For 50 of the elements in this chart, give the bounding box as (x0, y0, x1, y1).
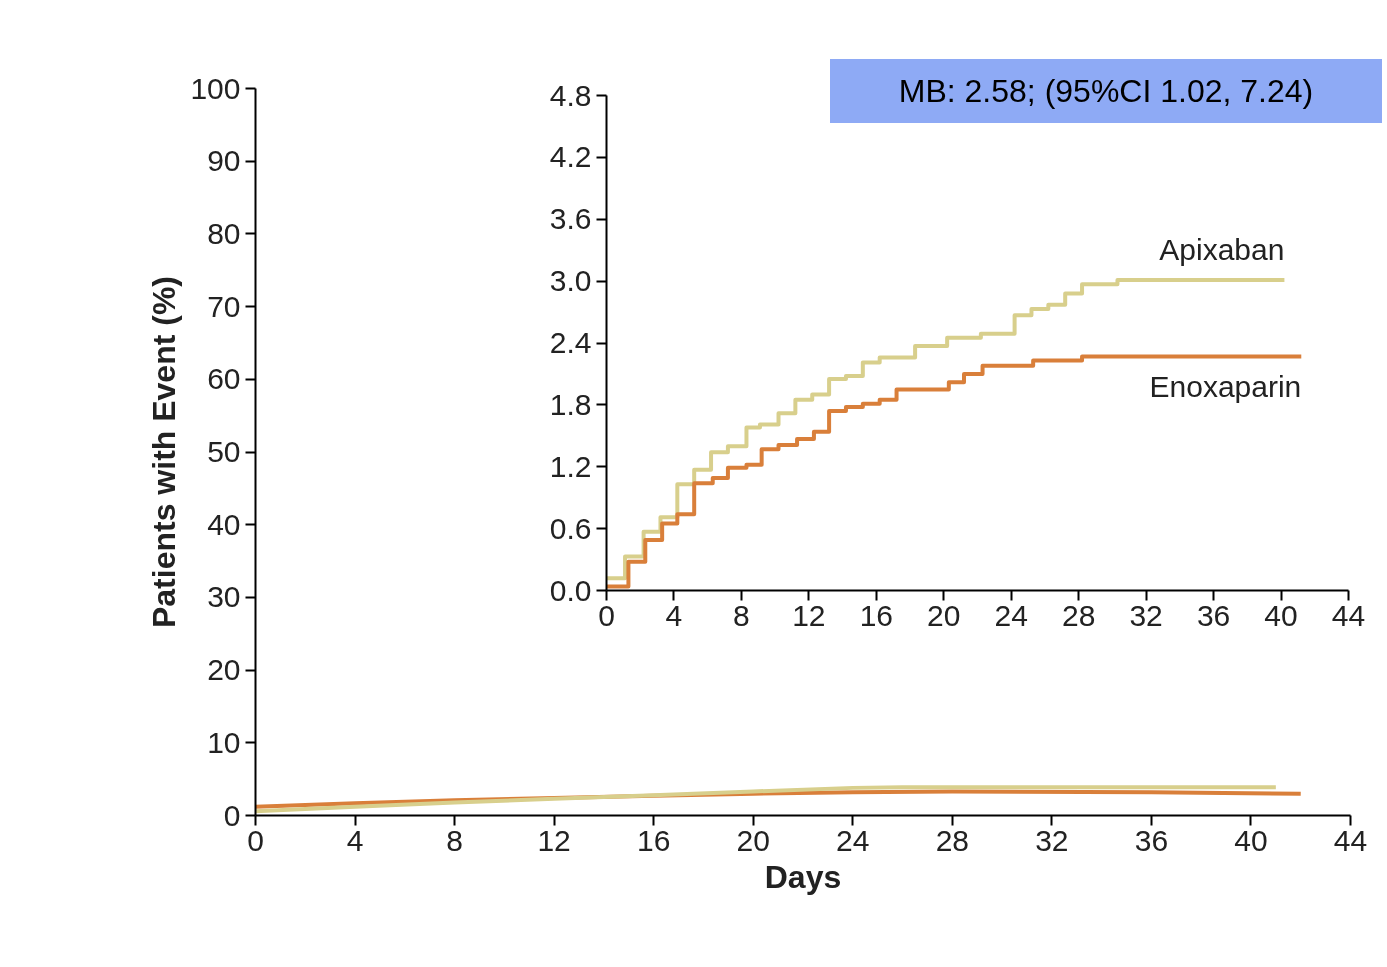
x-tick-label: 20 (736, 823, 770, 857)
y-tick-label: 10 (207, 725, 241, 759)
y-tick-label: 0 (223, 798, 241, 832)
y-tick-label: 30 (207, 580, 241, 614)
x-tick-label: 28 (1062, 598, 1096, 632)
series-label: Apixaban (1159, 233, 1285, 267)
y-tick-label: 3.6 (549, 202, 592, 236)
y-tick-label: 4.2 (549, 140, 592, 174)
x-tick-label: 0 (598, 598, 615, 632)
y-tick-label: 0.0 (549, 573, 592, 607)
x-tick-label: 28 (935, 823, 970, 857)
x-tick-label: 20 (927, 598, 961, 632)
x-tick-label: 24 (836, 823, 870, 857)
x-tick-label: 36 (1134, 823, 1169, 857)
x-tick-label: 36 (1196, 598, 1231, 632)
x-tick-label: 0 (247, 823, 264, 857)
x-tick-label: 44 (1333, 823, 1368, 857)
x-tick-label: 40 (1234, 823, 1268, 857)
x-tick-label: 44 (1331, 598, 1366, 632)
y-tick-label: 40 (207, 507, 241, 541)
y-tick-label: 2.4 (549, 326, 592, 359)
y-axis-title: Patients with Event (%) (146, 275, 183, 629)
y-tick-label: 70 (207, 289, 241, 323)
y-tick-label: 100 (190, 71, 241, 105)
y-tick-label: 1.8 (549, 387, 592, 421)
x-tick-label: 32 (1129, 598, 1163, 632)
x-tick-label: 24 (994, 598, 1028, 632)
y-tick-label: 1.2 (549, 449, 592, 483)
x-tick-label: 4 (665, 598, 683, 632)
x-tick-label: 40 (1264, 598, 1298, 632)
y-tick-label: 80 (207, 216, 241, 250)
y-tick-label: 4.8 (549, 78, 592, 112)
x-tick-label: 12 (537, 823, 571, 857)
annotation: MB: 2.58; (95%CI 1.02, 7.24) (898, 72, 1314, 111)
y-tick-label: 50 (207, 435, 241, 468)
x-tick-label: 4 (346, 823, 364, 857)
x-tick-label: 8 (446, 823, 463, 857)
y-tick-label: 20 (207, 653, 241, 687)
y-tick-label: 3.0 (549, 264, 592, 298)
y-tick-label: 90 (207, 144, 241, 178)
x-tick-label: 8 (733, 598, 750, 632)
y-tick-label: 0.6 (549, 511, 592, 545)
x-axis-title: Days (764, 858, 842, 895)
y-tick-label: 60 (207, 362, 241, 396)
line-series (255, 785, 1278, 814)
x-tick-label: 32 (1035, 823, 1069, 857)
x-tick-label: 12 (792, 598, 826, 632)
x-tick-label: 16 (637, 823, 671, 857)
series-label: Enoxaparin (1149, 370, 1302, 404)
x-tick-label: 16 (859, 598, 894, 632)
